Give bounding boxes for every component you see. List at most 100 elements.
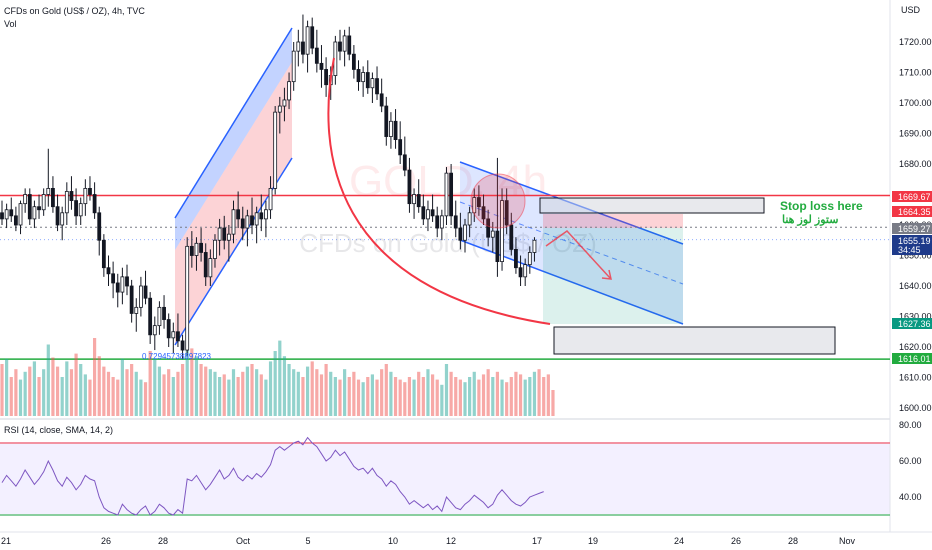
volume-bar: [176, 371, 180, 416]
volume-bar: [343, 369, 347, 416]
volume-bar: [69, 369, 74, 416]
volume-bar: [509, 377, 513, 416]
candle-body: [240, 218, 245, 229]
price-tag-bg: [892, 353, 932, 364]
volume-bar: [287, 364, 291, 416]
volume-bar: [282, 356, 287, 416]
projection-arrowhead: [601, 269, 612, 280]
candle-body: [194, 242, 199, 256]
candle-body: [365, 72, 370, 89]
price-tag-value: 1655.19: [898, 236, 931, 246]
candle-body: [208, 258, 213, 278]
candle-body: [254, 212, 259, 226]
candle-body: [347, 35, 352, 55]
volume-bar: [231, 369, 236, 416]
volume-bar: [518, 374, 523, 416]
candle-body: [148, 297, 153, 336]
candle-body: [495, 230, 500, 263]
candle-body: [41, 194, 46, 211]
rsi-indicator: [0, 436, 890, 516]
volume-bar: [310, 361, 314, 416]
candle-body: [189, 245, 194, 256]
position-risk-zone: [543, 214, 683, 228]
volume-bar: [435, 379, 439, 416]
candle-body: [4, 209, 9, 220]
volume-bar: [194, 356, 199, 416]
volume-bar: [440, 384, 444, 416]
volume-bar: [301, 377, 305, 416]
candle-body: [55, 206, 60, 226]
volume-bar: [468, 377, 472, 416]
candle-body: [500, 200, 504, 263]
candle-body: [268, 187, 273, 211]
volume-bar: [268, 361, 273, 416]
candle-body: [416, 194, 421, 208]
candle-body: [226, 233, 231, 241]
time-tick-label: 26: [731, 536, 741, 546]
candle-body: [398, 139, 403, 156]
candle-body: [51, 187, 55, 208]
candle-body: [514, 248, 518, 269]
volume-bar: [361, 382, 365, 416]
volume-bar: [546, 374, 550, 416]
volume-bar: [116, 379, 120, 416]
volume-bar: [79, 364, 83, 416]
candle-body: [92, 194, 97, 214]
candle-body: [444, 172, 449, 217]
candle-body: [88, 187, 92, 195]
candle-body: [389, 120, 393, 137]
volume-bar: [537, 369, 541, 416]
volume-bar: [5, 358, 9, 416]
time-tick-label: 19: [588, 536, 598, 546]
volume-bar: [148, 351, 152, 416]
price-tag-value: 1627.36: [898, 319, 931, 329]
candle-body: [125, 276, 129, 287]
price-tick-label: 1600.00: [899, 403, 932, 413]
volume-bar: [227, 379, 231, 416]
candle-body: [393, 120, 398, 141]
volume-bar: [384, 364, 388, 416]
highlight-circle: [470, 173, 526, 229]
candle-body: [69, 191, 74, 201]
time-tick-label: 12: [446, 536, 456, 546]
volume-bar: [74, 353, 78, 416]
volume-bar: [393, 377, 398, 416]
volume-bar: [37, 377, 41, 416]
channel-blue-zone: [175, 28, 292, 250]
rsi-label[interactable]: RSI (14, close, SMA, 14, 2): [4, 425, 114, 435]
candle-body: [370, 78, 375, 89]
volume-bar: [542, 377, 546, 416]
volume-bar: [125, 369, 129, 416]
projection-path: [545, 230, 611, 279]
candle-body: [203, 252, 208, 278]
watermark-name: CFDs on Gold (US$ / OZ): [299, 228, 597, 258]
candles: [0, 14, 537, 360]
volume-bar: [412, 379, 416, 416]
volume-bar: [204, 366, 208, 416]
volume-bar: [324, 364, 328, 416]
candle-body: [458, 227, 463, 241]
candle-body: [430, 209, 435, 217]
time-tick-label: Oct: [236, 536, 251, 546]
candle-body: [199, 242, 203, 253]
candle-body: [185, 245, 190, 351]
price-tick-label: 1710.00: [899, 68, 932, 78]
candle-body: [138, 285, 143, 308]
volume-bar: [356, 379, 361, 416]
volume-bar: [42, 369, 46, 416]
price-tick-label: 1620.00: [899, 342, 932, 352]
volume-bar: [190, 348, 194, 416]
volume-bar: [111, 377, 115, 416]
volume-bar: [264, 379, 268, 416]
fib-level-label: 0.72945738897823: [142, 352, 212, 361]
volume-bar: [97, 356, 101, 416]
volume-bar: [199, 364, 203, 416]
volume-bar: [255, 369, 259, 416]
volume-bar: [426, 369, 430, 416]
volume-bar: [338, 379, 342, 416]
candle-body: [97, 212, 102, 241]
volume-bar: [162, 374, 166, 416]
candle-body: [426, 209, 430, 220]
symbol-title[interactable]: CFDs on Gold (US$ / OZ), 4h, TVC: [4, 6, 145, 16]
